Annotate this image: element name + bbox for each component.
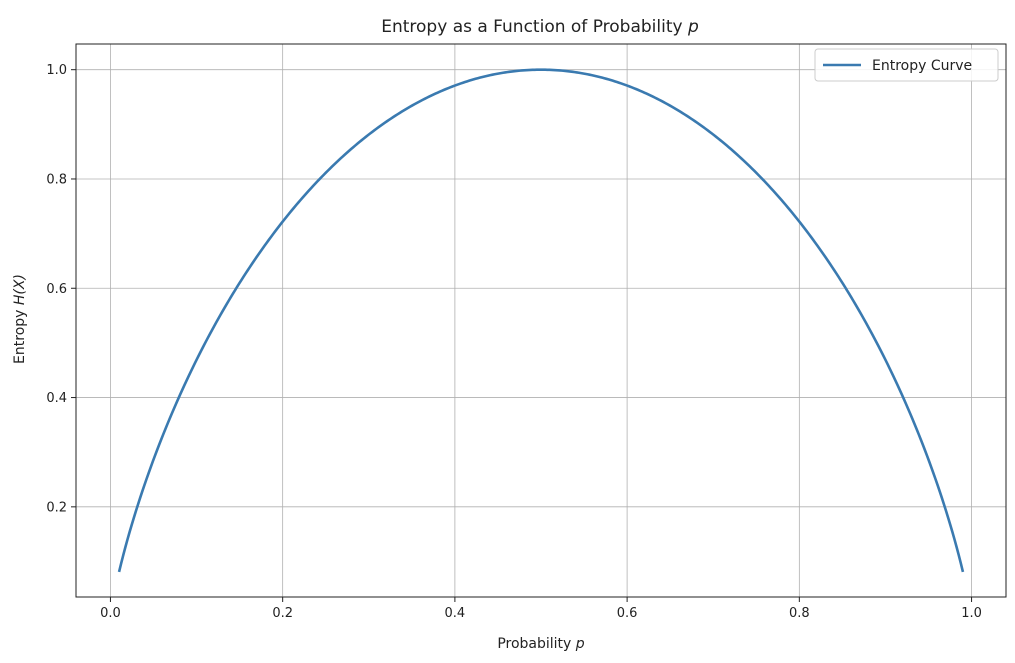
entropy-curve-line bbox=[117, 68, 965, 573]
y-tick-label: 0.6 bbox=[46, 282, 67, 297]
y-axis-label-text: Entropy bbox=[12, 310, 28, 364]
x-tick-label: 0.4 bbox=[445, 606, 466, 621]
x-tick-label: 1.0 bbox=[961, 606, 982, 621]
y-axis-label-symbol: H(X) bbox=[12, 274, 28, 305]
y-tick-label: 0.2 bbox=[46, 500, 67, 515]
x-axis-label-text: Probability bbox=[497, 636, 571, 652]
y-tick-label: 0.8 bbox=[46, 172, 67, 187]
x-tick-label: 0.2 bbox=[272, 606, 293, 621]
legend-box bbox=[814, 48, 999, 82]
legend-label-entropy-curve: Entropy Curve bbox=[872, 58, 972, 74]
x-axis-label-symbol: p bbox=[575, 636, 585, 652]
x-tick-label: 0.6 bbox=[617, 606, 638, 621]
y-tick-label: 0.4 bbox=[46, 391, 67, 406]
x-axis-label: Probability p bbox=[497, 636, 584, 652]
grid bbox=[76, 44, 1006, 597]
x-tick-label: 0.0 bbox=[100, 606, 121, 621]
legend: Entropy Curve bbox=[814, 48, 999, 82]
plot-area-frame bbox=[75, 43, 1007, 598]
x-tick-label: 0.8 bbox=[789, 606, 810, 621]
y-tick-label: 1.0 bbox=[46, 63, 67, 78]
y-axis-label: Entropy H(X) bbox=[12, 274, 28, 364]
chart-title-text: Entropy as a Function of Probability bbox=[381, 17, 682, 37]
chart-title-symbol: p bbox=[687, 17, 699, 37]
chart-title: Entropy as a Function of Probability p bbox=[381, 17, 699, 37]
axis-ticks: 0.0 0.2 0.4 0.6 0.8 1.0 0.2 0.4 0.6 0.8 1.0 bbox=[46, 63, 982, 621]
